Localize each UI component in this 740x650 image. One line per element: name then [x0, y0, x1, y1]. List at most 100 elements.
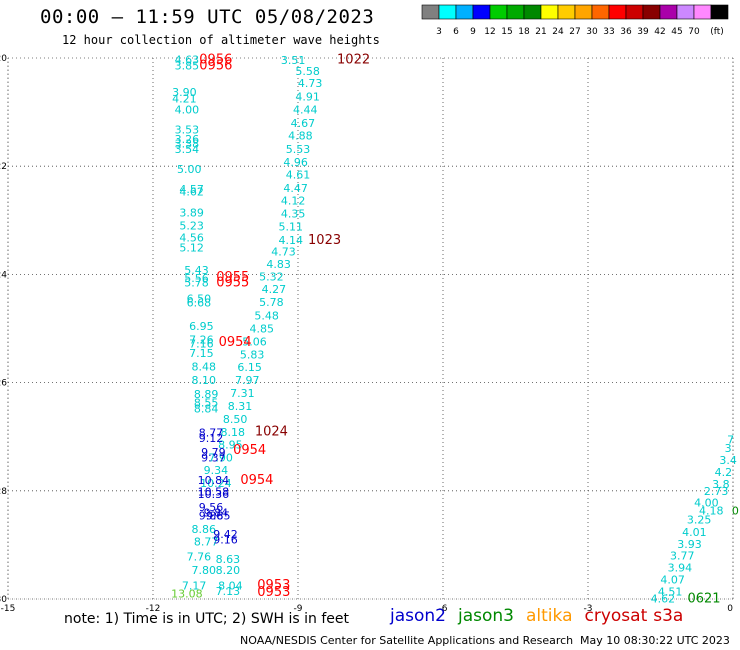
wave-height-label: 4.07 [660, 574, 685, 587]
wave-height-label: 4.27 [262, 283, 287, 296]
wave-height-label: 8.86 [192, 523, 217, 536]
wave-height-label: 5.56 [184, 272, 209, 285]
pass-time-label: 0955 [216, 270, 249, 285]
chart-subtitle: 12 hour collection of altimeter wave hei… [62, 33, 380, 47]
wave-height-label: 7.15 [189, 347, 214, 360]
satellite-s3a: s3a [653, 606, 684, 626]
wave-height-label: 3.51 [281, 54, 306, 67]
pass-time-label: 0956 [199, 53, 232, 68]
wave-height-label: 4.63 [175, 54, 200, 67]
wave-height-label: 4.00 [175, 103, 200, 116]
wave-height-label: 7.16 [189, 338, 214, 351]
wave-height-label: 3.38 [175, 137, 200, 150]
wave-height-label: 8.20 [216, 564, 241, 577]
wave-height-label: 4.73 [298, 77, 323, 90]
wave-height-label: 4.44 [293, 103, 318, 116]
wave-height-label: 6.95 [189, 320, 214, 333]
legend-tick-label: 27 [569, 27, 580, 37]
wave-height-label: 8.18 [221, 426, 246, 439]
wave-height-label: 4.62 [179, 186, 204, 199]
wave-height-label: 9.84 [204, 506, 229, 519]
wave-height-label: 3.85 [175, 60, 200, 73]
wave-height-label: 5.12 [179, 241, 204, 254]
wave-height-label: 7 [727, 433, 734, 446]
wave-height-label: 4.14 [279, 234, 304, 247]
wave-height-label: 10.24 [200, 477, 232, 490]
wave-height-label: 5.53 [286, 143, 311, 156]
wave-height-label: 4.67 [291, 117, 316, 130]
legend-tick-label: 9 [470, 27, 476, 37]
wave-height-label: 3.26 [175, 133, 200, 146]
wave-height-label: 9.86 [199, 510, 224, 523]
y-tick-label: -30 [0, 595, 7, 605]
wave-height-label: 7.31 [230, 387, 255, 400]
wave-height-label: 5.43 [184, 264, 209, 277]
wave-height-label: 5.58 [295, 65, 320, 78]
legend-tick-label: 18 [518, 27, 530, 37]
wave-height-label: 7.17 [182, 579, 207, 592]
wave-height-label: 7.26 [189, 333, 214, 346]
wave-height-label: 4.57 [179, 183, 204, 196]
satellite-jason3: jason3 [458, 606, 514, 626]
wave-height-label: 4.91 [295, 90, 320, 103]
wave-height-label: 5.48 [254, 310, 279, 323]
y-tick-label: -24 [0, 270, 7, 280]
x-tick-label: -6 [439, 604, 448, 614]
pass-time-label: 0954 [240, 473, 273, 488]
x-tick-label: 0 [727, 604, 733, 614]
pass-time-label: 1024 [255, 424, 288, 439]
legend-tick-label: 21 [535, 27, 546, 37]
pass-time-label: 0955 [216, 276, 249, 291]
legend-tick-label: 15 [501, 27, 512, 37]
wave-height-label: 5.23 [179, 220, 204, 233]
wave-height-label: 3.54 [175, 143, 200, 156]
legend-tick-label: 39 [637, 27, 649, 37]
wave-height-label: 10.58 [198, 485, 230, 498]
y-tick-label: -22 [0, 162, 7, 172]
plot-frame [7, 57, 734, 600]
wave-height-label: 8.10 [192, 374, 217, 387]
satellite-altika: altika [526, 606, 573, 626]
wave-height-label: 4.35 [281, 207, 306, 220]
legend-swatch [710, 4, 729, 20]
wave-height-label: 9.85 [206, 510, 231, 523]
wave-height-label: 4.96 [283, 156, 308, 169]
wave-height-label: 8.77 [194, 536, 219, 549]
legend-tick-label: 45 [671, 27, 682, 37]
x-tick-label: -3 [584, 604, 593, 614]
legend-tick-label: 30 [586, 27, 598, 37]
wave-height-label: 5.83 [240, 348, 265, 361]
wave-height-label: 8.48 [192, 360, 217, 373]
wave-height-label: 3.89 [179, 207, 204, 220]
wave-height-label: 8.95 [218, 438, 243, 451]
wave-height-label: 9.12 [199, 432, 224, 445]
wave-height-label: 7.80 [192, 564, 217, 577]
wave-height-label: 4.01 [682, 526, 707, 539]
pass-time-label: 1023 [308, 233, 341, 248]
wave-height-label: 7.90 [208, 451, 233, 464]
wave-height-label: 3.77 [670, 550, 695, 563]
y-tick-label: -28 [0, 487, 7, 497]
wave-height-label: 5.78 [184, 277, 209, 290]
wave-height-label: 9.42 [213, 528, 238, 541]
wave-height-label: 8.84 [194, 403, 219, 416]
legend-tick-label: 70 [688, 27, 700, 37]
wave-height-label: 6.68 [187, 297, 212, 310]
wave-height-label: 5.78 [259, 296, 284, 309]
wave-height-label: 3.53 [175, 123, 200, 136]
wave-height-label: 4.83 [266, 258, 291, 271]
wave-height-label: 10.84 [198, 474, 230, 487]
generated-timestamp: May 10 08:30:22 UTC 2023 [580, 634, 730, 647]
y-tick-label: -20 [0, 54, 7, 64]
wave-height-label: 8.55 [194, 397, 219, 410]
wave-height-label: 3 [725, 442, 732, 455]
wave-height-label: 4.61 [286, 168, 311, 181]
satellite-jason2: jason2 [390, 606, 446, 626]
wave-height-label: 3.8 [712, 478, 730, 491]
wave-height-label: 9.37 [201, 451, 226, 464]
wave-height-label: 8.77 [199, 426, 224, 439]
wave-height-label: 8.04 [218, 579, 243, 592]
wave-height-label: 8.50 [223, 413, 248, 426]
wave-height-label: 4.47 [283, 182, 308, 195]
wave-height-label: 4.56 [179, 232, 204, 245]
